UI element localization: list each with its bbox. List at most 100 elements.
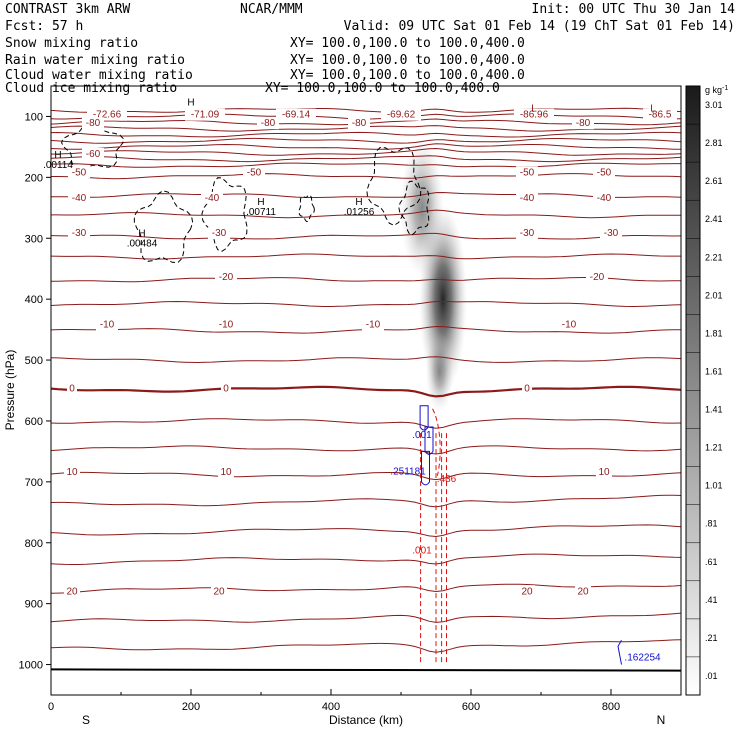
isotherm-line xyxy=(51,300,681,308)
isotherm-label: 0 xyxy=(524,383,530,394)
cloud-water-contour xyxy=(421,450,430,486)
isotherm-line xyxy=(51,107,681,113)
colorbar-label: 3.01 xyxy=(705,100,723,110)
extremum-mark: L xyxy=(650,104,656,115)
isotherm-label: -20 xyxy=(219,272,234,283)
isotherm-label-bg xyxy=(516,227,538,240)
isotherm-label-bg xyxy=(82,117,104,130)
isotherm-label-bg xyxy=(208,227,230,240)
axes: 0 200 400 600 800100200300400500600700800900… xyxy=(19,111,621,713)
isotherm-label: -30 xyxy=(604,228,619,239)
isotherm-label-bg xyxy=(593,191,615,204)
isotherm-label: 0 xyxy=(223,383,229,394)
top-temperature-label: -69.14 xyxy=(282,110,311,121)
x-tick-label: 200 xyxy=(182,701,200,713)
extremum-mark: H xyxy=(257,197,264,208)
isotherm-line xyxy=(51,143,681,150)
institution-label: NCAR/MMM xyxy=(240,2,303,17)
isotherm-label-bg xyxy=(68,227,90,240)
extremum-value: .00114 xyxy=(43,160,73,171)
isotherm-label-bg xyxy=(221,382,231,395)
isotherm-label-bg xyxy=(64,585,80,598)
top-temperature-label: -71.09 xyxy=(191,110,220,121)
surface-line xyxy=(51,668,681,672)
x-axis-label: Distance (km) xyxy=(329,713,403,727)
cloud-water-label: .251181 xyxy=(390,467,426,478)
isotherm-line xyxy=(51,524,681,538)
isotherm-label: 20 xyxy=(66,586,78,597)
isotherm-label-bg xyxy=(575,585,591,598)
y-tick-label: 600 xyxy=(25,416,43,428)
extremum-mark: H xyxy=(54,150,61,161)
forecast-hour: Fcst: 57 h xyxy=(5,19,83,34)
colorbar-label: 2.01 xyxy=(705,290,723,300)
isotherm-label: 10 xyxy=(220,467,232,478)
snow-shading xyxy=(400,137,467,413)
isotherm-label: -40 xyxy=(72,193,87,204)
isotherm-line xyxy=(51,253,681,260)
isotherm-label: -30 xyxy=(212,228,227,239)
colorbar-label: 2.41 xyxy=(705,214,723,224)
y-tick-label: 300 xyxy=(25,233,43,245)
isotherm-line xyxy=(51,356,681,364)
extremum-mark: H xyxy=(355,197,362,208)
colorbar-label: .81 xyxy=(705,519,718,529)
field-xy-rain: XY= 100.0,100.0 to 100.0,400.0 xyxy=(290,53,525,68)
y-tick-label: 700 xyxy=(25,477,43,489)
field-xy-cloud-water: XY= 100.0,100.0 to 100.0,400.0 xyxy=(290,68,525,83)
top-temperature-label-bg xyxy=(185,108,225,121)
isotherm-label: -40 xyxy=(597,193,612,204)
isotherm-line xyxy=(51,173,681,180)
y-axis-label: Pressure (hPa) xyxy=(3,350,17,431)
cloud-ice-contours xyxy=(61,121,430,263)
rain-label: .001 xyxy=(412,546,432,557)
south-label: S xyxy=(82,713,90,727)
isotherm-label-bg xyxy=(516,166,538,179)
field-name-cloud-ice: Cloud ice mixing ratio xyxy=(5,81,177,96)
isotherm-label-bg xyxy=(67,382,77,395)
isotherm-line xyxy=(51,418,681,429)
extremum-value: .00711 xyxy=(246,207,276,218)
colorbar: 3.01 2.81 2.61 2.41 2.21 2.01 1.81 1.61 1.41 1.21… xyxy=(685,85,728,696)
isotherm-line xyxy=(51,612,681,623)
extremum-mark: H xyxy=(138,228,145,239)
rain-contours xyxy=(420,408,447,665)
cloud-ice-contour xyxy=(133,190,194,263)
y-tick-label: 900 xyxy=(25,599,43,611)
isotherm-line xyxy=(51,277,681,283)
colorbar-label: .21 xyxy=(705,633,718,643)
isotherm-label-bg xyxy=(558,318,580,331)
isotherm-label-bg xyxy=(96,318,118,331)
y-tick-label: 800 xyxy=(25,538,43,550)
y-tick-label: 500 xyxy=(25,355,43,367)
y-tick-label: 100 xyxy=(25,111,43,123)
isotherm-label-bg xyxy=(211,585,227,598)
colorbar-label: .41 xyxy=(705,595,718,605)
extremum-mark: H xyxy=(187,97,194,108)
isotherm-label: -60 xyxy=(86,149,101,160)
x-tick-label: 600 xyxy=(462,701,480,713)
isotherm-label: -80 xyxy=(86,118,101,129)
isotherm-label-bg xyxy=(572,117,594,130)
field-name-cloud-water: Cloud water mixing ratio xyxy=(5,68,193,83)
isotherm-line xyxy=(51,639,681,653)
isotherm-line xyxy=(51,155,681,163)
isotherm-label: -40 xyxy=(520,193,535,204)
isotherm-line xyxy=(51,131,681,138)
cloud-ice-contour xyxy=(201,177,248,252)
top-temperature-label: -72.66 xyxy=(93,110,122,121)
isotherm-label-bg xyxy=(600,227,622,240)
colorbar-label: .01 xyxy=(705,671,718,681)
isotherm-label: -20 xyxy=(590,272,605,283)
isotherm-label-bg xyxy=(82,147,104,160)
isotherm-line xyxy=(51,209,681,219)
isotherm-label-bg xyxy=(64,465,80,478)
isotherm-label-bg xyxy=(593,166,615,179)
cloud-water-label: .001 xyxy=(412,430,432,441)
colorbar-label: 1.01 xyxy=(705,481,723,491)
snow-lower-tail xyxy=(425,332,454,413)
isotherm-label-bg xyxy=(215,318,237,331)
colorbar-label: 2.21 xyxy=(705,252,723,262)
isotherm-label: -10 xyxy=(562,320,577,331)
